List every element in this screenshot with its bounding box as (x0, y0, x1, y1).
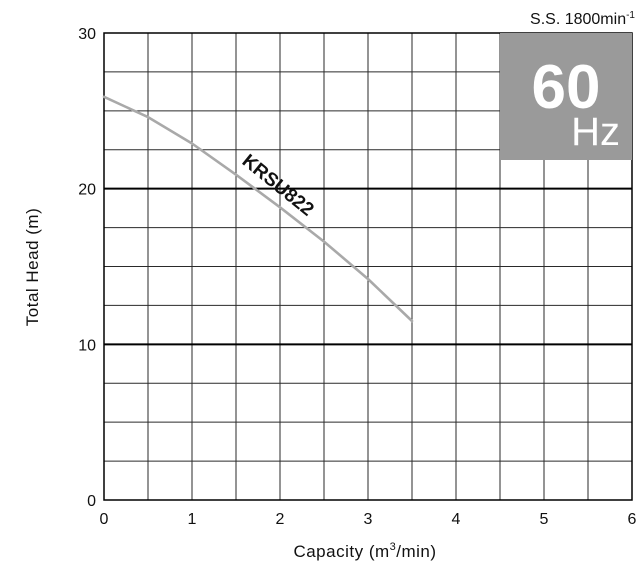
frequency-badge-background (500, 33, 632, 160)
x-tick-label: 3 (364, 511, 373, 528)
x-axis-label-tail: /min) (396, 542, 436, 561)
plot-border (103, 32, 633, 501)
frequency-unit: Hz (571, 110, 620, 154)
x-tick-label: 1 (188, 511, 197, 528)
y-tick-labels: 0 10 20 30 (78, 26, 96, 510)
speed-label-main: S.S. 1800min (530, 11, 626, 28)
frequency-badge: 60 Hz (500, 33, 632, 160)
series-layer (102, 95, 414, 323)
y-tick-label: 30 (78, 26, 96, 43)
plot-frame (103, 32, 633, 501)
x-tick-label: 2 (276, 511, 285, 528)
x-axis-label-sup: 3 (390, 541, 397, 553)
y-tick-label: 20 (78, 182, 96, 199)
x-tick-label: 6 (628, 511, 637, 528)
frequency-value: 60 (532, 53, 601, 122)
speed-label-sup: -1 (626, 10, 635, 21)
y-tick-label: 0 (87, 493, 96, 510)
y-tick-label: 10 (78, 337, 96, 354)
y-axis-label: Total Head (m) (23, 208, 42, 326)
x-tick-label: 5 (540, 511, 549, 528)
x-tick-label: 4 (452, 511, 461, 528)
series-line-krsu822 (102, 95, 414, 323)
x-axis-label-main: Capacity (m (293, 542, 389, 561)
x-tick-labels: 0 1 2 3 4 5 6 (100, 511, 637, 528)
speed-label: S.S. 1800min-1 (530, 10, 635, 28)
x-tick-label: 0 (100, 511, 109, 528)
grid-major (104, 187, 632, 346)
x-axis-label: Capacity (m3/min) (293, 541, 436, 561)
